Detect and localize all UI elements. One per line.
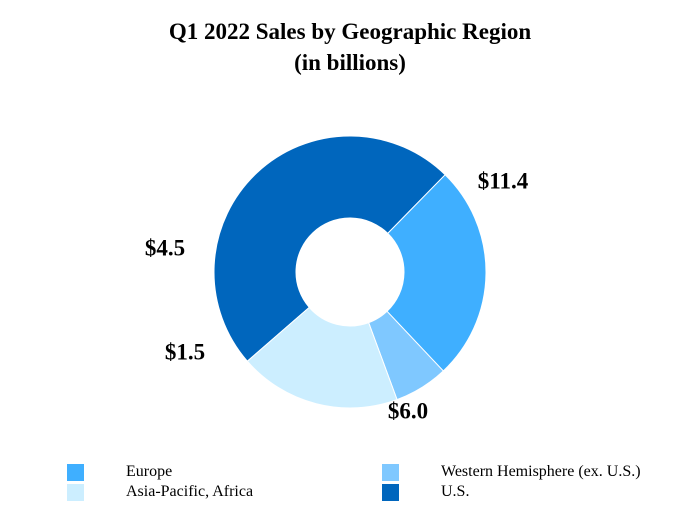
chart-legend: Europe Western Hemisphere (ex. U.S.) Asi… [0, 462, 700, 512]
donut-slice-asia-pacific-africa [246, 306, 398, 409]
legend-label-western-hemisphere: Western Hemisphere (ex. U.S.) [441, 463, 641, 480]
legend-label-europe: Europe [126, 463, 173, 480]
legend-swatch-europe [67, 464, 84, 481]
data-label-asia-pacific-africa: $4.5 [145, 235, 185, 260]
legend-swatch-asia-pacific [67, 484, 84, 501]
legend-label-asia-pacific: Asia-Pacific, Africa [126, 483, 254, 500]
data-label-u-s: $11.4 [478, 168, 529, 193]
data-label-western-hemisphere-ex-u-s: $1.5 [165, 339, 205, 364]
donut-slice-europe [386, 174, 487, 372]
legend-swatch-western-hemisphere [382, 464, 399, 481]
chart-subtitle: (in billions) [294, 50, 406, 75]
donut-slice-u-s [213, 135, 446, 362]
data-label-europe: $6.0 [388, 398, 428, 423]
chart-title-block: Q1 2022 Sales by Geographic Region (in b… [0, 16, 700, 78]
legend-label-us: U.S. [441, 483, 470, 500]
chart-title: Q1 2022 Sales by Geographic Region [168, 19, 532, 44]
legend-swatch-us [382, 484, 399, 501]
